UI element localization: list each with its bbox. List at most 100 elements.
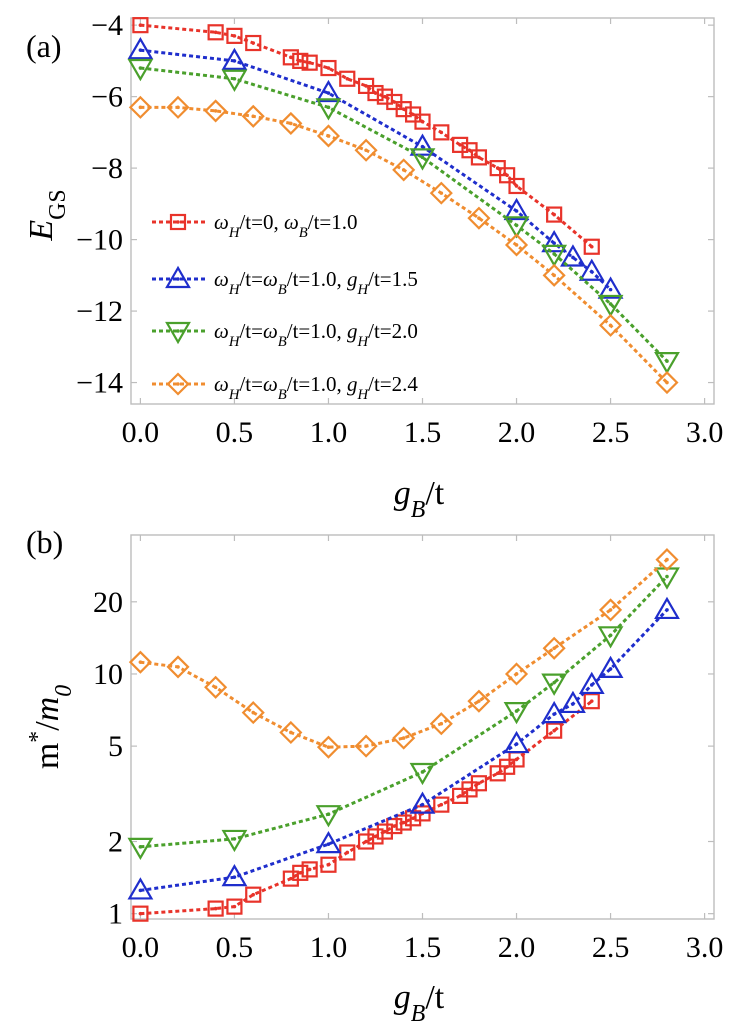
data-point-square-dot bbox=[514, 184, 519, 188]
legend-item-triangle-up: ωH/t=ωB/t=1.0, gH/t=1.5 bbox=[152, 265, 418, 298]
data-point-diamond-dot bbox=[514, 672, 519, 676]
data-point-diamond bbox=[467, 206, 491, 230]
data-point-triangle-up bbox=[578, 671, 605, 695]
data-point-triangle-up bbox=[127, 877, 154, 900]
data-point-triangle-down-dot bbox=[665, 359, 669, 363]
data-point-diamond-dot bbox=[439, 191, 444, 195]
data-point-diamond-dot bbox=[138, 105, 143, 110]
data-point-square-dot bbox=[589, 244, 594, 249]
data-point-triangle-down-dot bbox=[552, 252, 556, 256]
legend-marker-triangle-up-dot bbox=[176, 277, 180, 281]
data-point-square bbox=[282, 49, 299, 66]
data-point-square bbox=[207, 24, 224, 41]
x-tick-label: 1.5 bbox=[404, 931, 442, 964]
data-point-square bbox=[433, 796, 450, 813]
x-tick-label: 0.5 bbox=[216, 931, 254, 964]
x-tick-label: 1.0 bbox=[310, 931, 348, 964]
series-square bbox=[132, 693, 600, 922]
x-tick-label: 2.0 bbox=[498, 416, 536, 449]
panel-a-y-axis-label: EGS bbox=[23, 189, 71, 241]
data-point-square-dot bbox=[298, 59, 303, 63]
data-point-diamond bbox=[354, 734, 378, 758]
data-point-triangle-up bbox=[578, 258, 605, 281]
x-tick-label: 0.0 bbox=[122, 931, 160, 964]
x-tick-label: 0.5 bbox=[216, 416, 254, 449]
data-point-triangle-down bbox=[541, 673, 568, 696]
panel-a-legend: ωH/t=0, ωB/t=1.0 ωH/t=ωB/t=1.0, gH/t=1.5 ω… bbox=[152, 210, 418, 403]
data-point-square bbox=[357, 833, 375, 850]
legend-marker-diamond-dot bbox=[176, 382, 180, 386]
data-point-diamond bbox=[204, 675, 228, 699]
data-point-diamond bbox=[166, 655, 190, 679]
data-point-square-dot bbox=[307, 60, 312, 65]
data-point-diamond bbox=[542, 263, 566, 287]
data-point-square-dot bbox=[467, 787, 472, 792]
series-line-triangle-down bbox=[140, 575, 669, 849]
data-point-square bbox=[292, 864, 309, 881]
x-tick-label: 3.0 bbox=[686, 416, 724, 449]
y-tick-label: −10 bbox=[76, 224, 123, 257]
data-point-square-dot bbox=[458, 143, 462, 147]
legend-label: ωH/t=ωB/t=1.0, gH/t=2.0 bbox=[214, 319, 418, 350]
panel-a-series bbox=[127, 17, 680, 395]
data-point-triangle-up bbox=[315, 79, 342, 103]
y-tick-label: 10 bbox=[93, 658, 123, 691]
data-point-square bbox=[301, 54, 318, 71]
data-point-diamond-dot bbox=[364, 148, 368, 153]
data-point-diamond-dot bbox=[176, 105, 180, 110]
data-point-square-dot bbox=[138, 911, 143, 916]
x-tick-label: 2.0 bbox=[498, 931, 536, 964]
data-point-triangle-up bbox=[127, 36, 154, 60]
data-point-triangle-up bbox=[503, 197, 530, 221]
data-point-triangle-down-dot bbox=[552, 680, 556, 685]
data-point-triangle-down-dot bbox=[608, 633, 613, 638]
data-point-square-dot bbox=[383, 94, 387, 99]
series-square bbox=[132, 17, 600, 255]
data-point-diamond bbox=[392, 726, 416, 750]
data-point-diamond bbox=[128, 650, 152, 674]
x-tick-label: 3.0 bbox=[686, 931, 724, 964]
series-diamond bbox=[128, 548, 679, 759]
data-point-diamond bbox=[542, 636, 566, 660]
data-point-square bbox=[301, 861, 318, 878]
data-point-square bbox=[395, 101, 412, 118]
panel-b-frame bbox=[130, 534, 715, 920]
data-point-square bbox=[282, 870, 299, 887]
data-point-triangle-up bbox=[597, 276, 624, 299]
data-point-triangle-up bbox=[541, 229, 568, 253]
x-tick-label: 1.0 bbox=[310, 416, 348, 449]
data-point-square bbox=[226, 27, 243, 44]
data-point-square-dot bbox=[439, 802, 444, 807]
panel-b-label: (b) bbox=[26, 524, 63, 560]
data-point-diamond-dot bbox=[138, 660, 143, 664]
data-point-square-dot bbox=[213, 906, 218, 911]
data-point-diamond-dot bbox=[514, 243, 519, 247]
data-point-square-dot bbox=[467, 148, 472, 153]
data-point-triangle-down bbox=[221, 69, 248, 92]
data-point-diamond-dot bbox=[251, 710, 256, 715]
data-point-square bbox=[470, 775, 488, 792]
data-point-square bbox=[245, 34, 262, 52]
data-point-triangle-up-dot bbox=[552, 241, 556, 245]
data-point-square-dot bbox=[458, 794, 462, 798]
legend-marker-triangle-down bbox=[165, 321, 191, 345]
data-point-diamond bbox=[279, 720, 303, 745]
data-point-square bbox=[367, 84, 384, 102]
data-point-square-dot bbox=[401, 820, 406, 825]
data-point-diamond bbox=[316, 124, 341, 148]
data-point-diamond bbox=[504, 662, 529, 686]
data-point-triangle-down bbox=[409, 762, 436, 786]
data-point-triangle-down bbox=[127, 58, 154, 82]
data-point-triangle-up bbox=[541, 700, 568, 724]
data-point-square-dot bbox=[251, 892, 256, 897]
panel-b-x-axis-label: gB/t bbox=[394, 979, 445, 1026]
data-point-square-dot bbox=[289, 55, 293, 60]
data-point-triangle-up bbox=[503, 730, 530, 754]
data-point-square bbox=[546, 206, 563, 223]
data-point-square bbox=[583, 238, 600, 255]
data-point-diamond-dot bbox=[477, 699, 481, 703]
data-point-diamond bbox=[429, 181, 453, 205]
data-point-square-dot bbox=[552, 212, 556, 217]
data-point-triangle-up-dot bbox=[232, 59, 237, 63]
data-point-square-dot bbox=[477, 155, 481, 160]
